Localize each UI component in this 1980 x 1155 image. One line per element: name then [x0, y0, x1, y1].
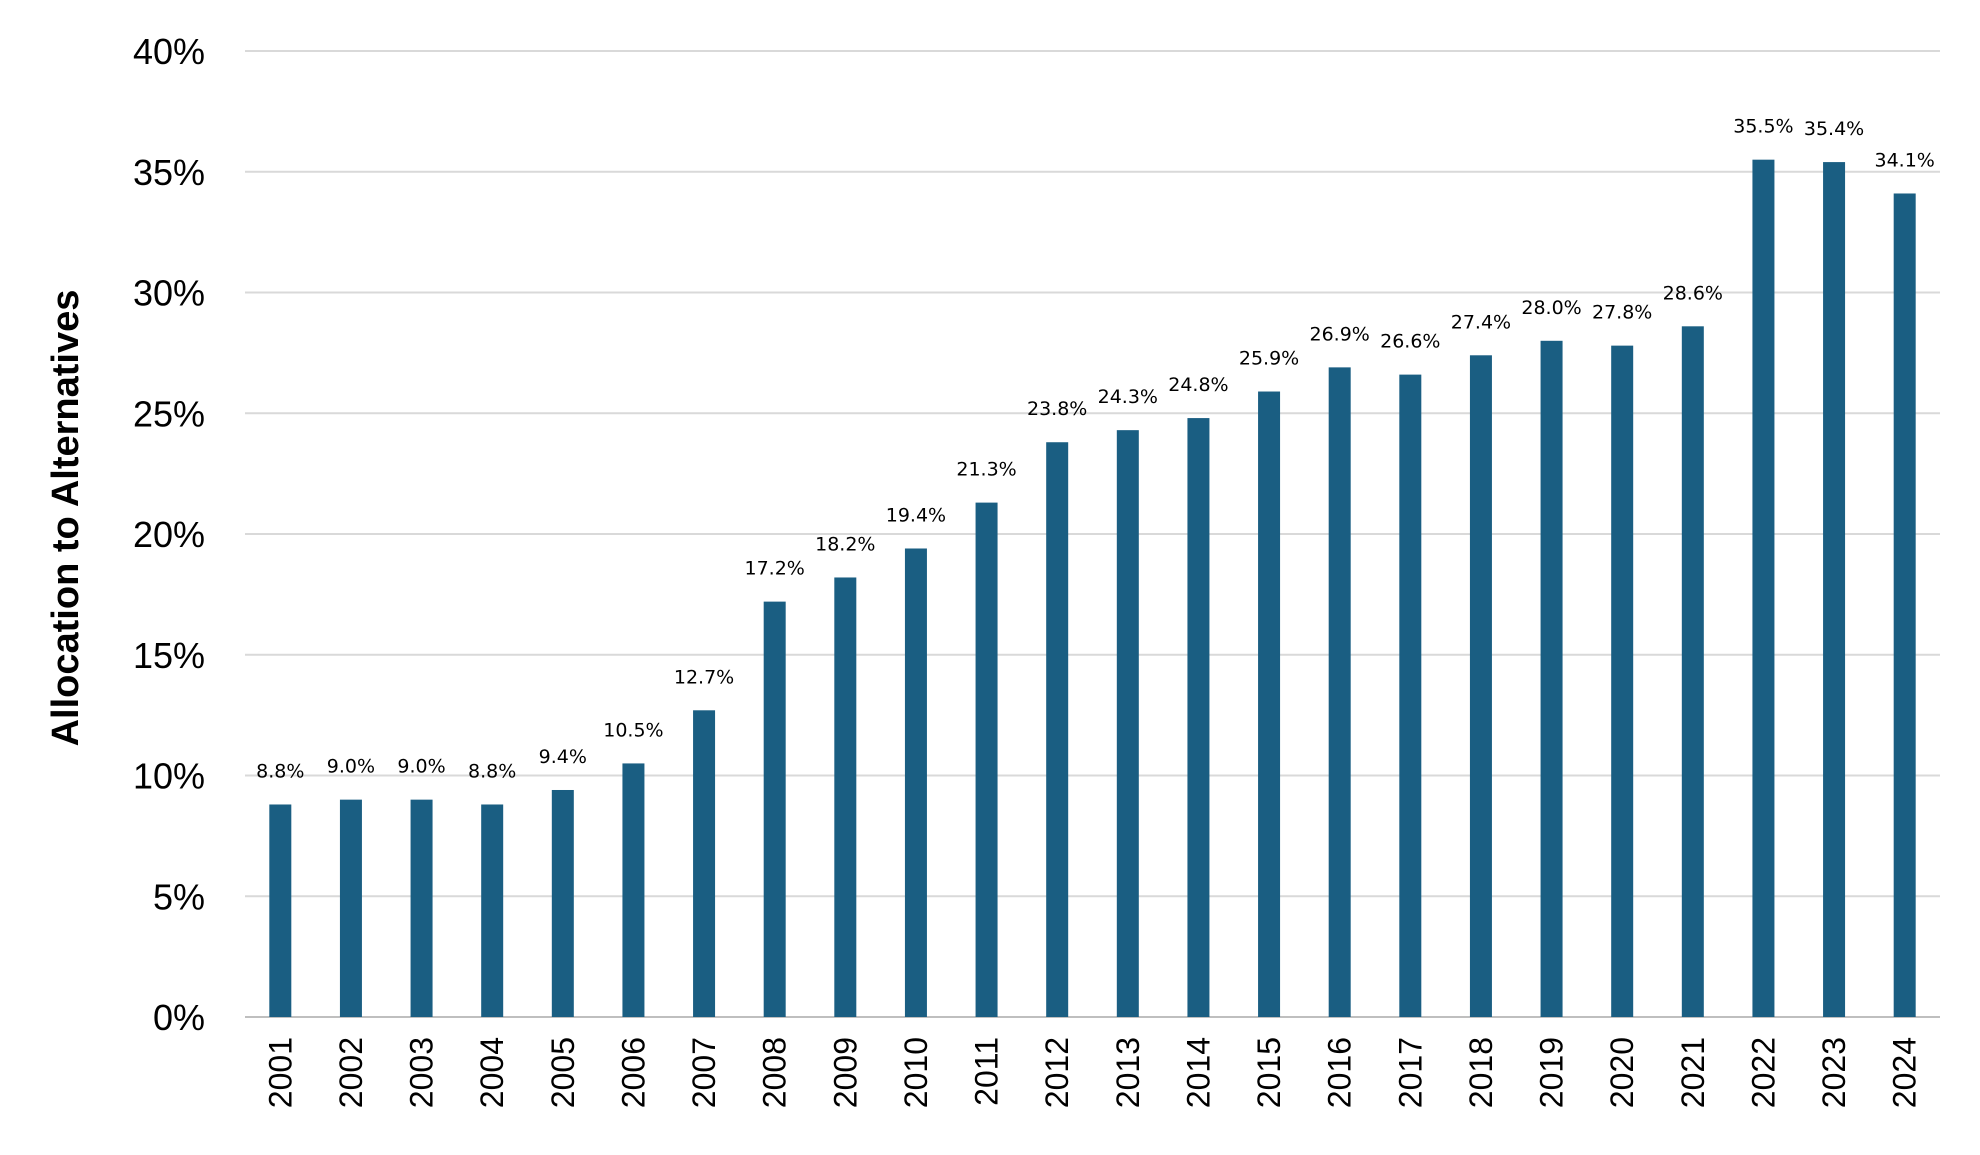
data-label: 8.8% [468, 760, 516, 782]
x-tick-label: 2019 [1534, 1037, 1570, 1108]
bar [481, 804, 504, 1017]
data-label: 28.6% [1663, 282, 1723, 304]
data-label: 17.2% [745, 558, 805, 580]
data-label: 9.4% [539, 746, 587, 768]
data-label: 35.4% [1804, 118, 1864, 140]
x-tick-label: 2018 [1463, 1037, 1499, 1108]
data-label: 24.3% [1098, 386, 1158, 408]
data-label: 27.4% [1451, 311, 1511, 333]
bar [1469, 355, 1492, 1017]
x-tick-label: 2020 [1604, 1037, 1640, 1108]
data-label: 10.5% [603, 719, 663, 741]
bars [269, 159, 1916, 1018]
data-label: 9.0% [397, 756, 445, 778]
bar [693, 710, 716, 1017]
data-label: 9.0% [327, 756, 375, 778]
y-tick-label: 20% [133, 514, 205, 555]
data-label: 19.4% [886, 504, 946, 526]
x-tick-label: 2015 [1251, 1037, 1287, 1108]
bar [1823, 162, 1846, 1018]
bar [1328, 367, 1351, 1017]
bar [269, 804, 292, 1017]
x-tick-label: 2016 [1322, 1037, 1358, 1108]
data-label: 8.8% [256, 760, 304, 782]
x-tick-label: 2007 [686, 1037, 722, 1108]
data-label: 25.9% [1239, 348, 1299, 370]
bar [1893, 193, 1916, 1018]
x-tick-label: 2023 [1816, 1037, 1852, 1108]
data-label: 35.5% [1733, 116, 1793, 138]
y-tick-label: 40% [133, 31, 205, 72]
x-axis-ticks: 2001 2002 2003 2004 2005 2006 2007 2008 2009 2010… [262, 1037, 1922, 1108]
data-label: 12.7% [674, 666, 734, 688]
y-tick-label: 35% [133, 152, 205, 193]
y-tick-label: 5% [153, 876, 205, 917]
bar [1116, 430, 1139, 1017]
x-tick-label: 2005 [545, 1037, 581, 1108]
bar [834, 577, 857, 1017]
bar [622, 763, 645, 1017]
y-axis-title: Allocation to Alternatives [45, 290, 87, 747]
data-label: 26.6% [1380, 331, 1440, 353]
bar [1540, 340, 1563, 1017]
x-tick-label: 2003 [404, 1037, 440, 1108]
data-label: 28.0% [1521, 297, 1581, 319]
x-tick-label: 2014 [1180, 1037, 1216, 1108]
bar [339, 799, 362, 1017]
y-tick-label: 30% [133, 273, 205, 314]
x-tick-label: 2017 [1392, 1037, 1428, 1108]
x-tick-label: 2004 [474, 1037, 510, 1108]
data-labels: 8.8% 9.0% 9.0% 8.8% 9.4% 10.5% 12.7% 17.2% 18.2%… [256, 116, 1935, 783]
x-tick-label: 2011 [969, 1037, 1005, 1106]
data-label: 21.3% [956, 459, 1016, 481]
x-tick-label: 2013 [1110, 1037, 1146, 1108]
x-tick-label: 2008 [757, 1037, 793, 1108]
bar [551, 789, 574, 1017]
bar [1258, 391, 1281, 1017]
bar [1046, 442, 1069, 1018]
gridlines [245, 50, 1940, 1018]
bar [1187, 418, 1210, 1018]
data-label: 27.8% [1592, 302, 1652, 324]
bar [1399, 374, 1422, 1017]
data-label: 34.1% [1875, 149, 1935, 171]
bar [763, 601, 786, 1017]
bar [410, 799, 433, 1017]
y-axis-ticks: 0% 5% 10% 15% 20% 25% 30% 35% 40% [133, 31, 205, 1038]
x-tick-label: 2006 [615, 1037, 651, 1108]
y-tick-label: 0% [153, 997, 205, 1038]
y-tick-label: 10% [133, 756, 205, 797]
bar [1681, 326, 1704, 1017]
bar [1752, 159, 1775, 1018]
y-tick-label: 25% [133, 393, 205, 434]
x-tick-label: 2012 [1039, 1037, 1075, 1108]
x-tick-label: 2024 [1887, 1037, 1923, 1108]
data-label: 26.9% [1310, 323, 1370, 345]
bar [975, 502, 998, 1018]
x-tick-label: 2021 [1675, 1037, 1711, 1108]
data-label: 24.8% [1168, 374, 1228, 396]
bar [1611, 345, 1634, 1017]
x-tick-label: 2022 [1745, 1037, 1781, 1108]
y-tick-label: 15% [133, 635, 205, 676]
x-tick-label: 2009 [827, 1037, 863, 1108]
x-tick-label: 2002 [333, 1037, 369, 1108]
x-tick-label: 2001 [262, 1037, 298, 1108]
bar [904, 548, 927, 1017]
data-label: 23.8% [1027, 398, 1087, 420]
x-tick-label: 2010 [898, 1037, 934, 1108]
data-label: 18.2% [815, 533, 875, 555]
